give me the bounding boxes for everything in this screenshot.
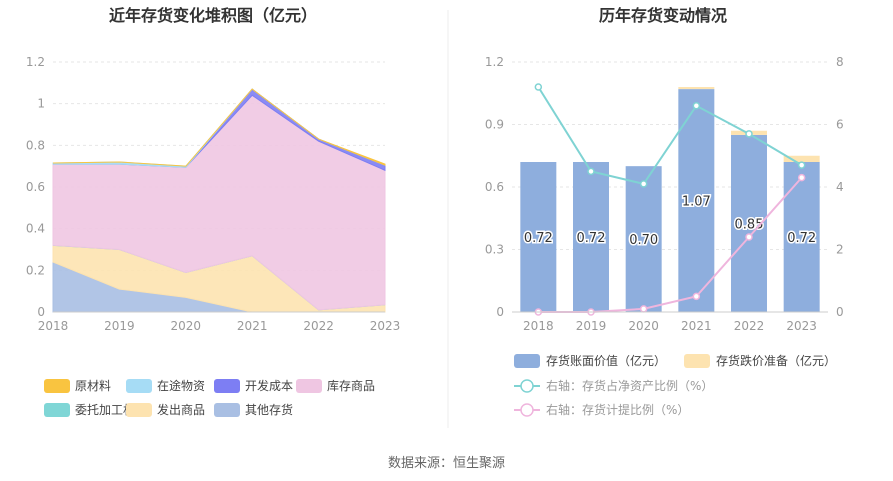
point-provision-ratio <box>639 305 648 313</box>
bar-book-value <box>625 166 662 312</box>
left-legend-label: 库存商品 <box>327 378 375 393</box>
left-legend-label: 发出商品 <box>157 402 205 417</box>
left-x-tick: 2020 <box>171 319 202 333</box>
left-y-tick: 0.8 <box>26 138 45 152</box>
right-x-tick: 2022 <box>734 319 765 333</box>
left-legend-label: 其他存货 <box>245 402 293 417</box>
right-y2-tick: 4 <box>836 180 844 194</box>
left-y-tick: 0.6 <box>26 180 45 194</box>
line-inventory-ratio <box>537 86 803 186</box>
right-x-tick: 2021 <box>681 319 712 333</box>
point-inventory-ratio <box>797 161 806 169</box>
right-legend-label: 右轴：存货占净资产比例（%） <box>546 378 713 393</box>
right-y2-tick: 0 <box>836 305 844 319</box>
right-chart-title: 历年存货变动情况 <box>599 6 727 25</box>
bar-book-value <box>678 89 715 312</box>
right-y-tick: 0.3 <box>485 243 504 257</box>
left-legend-swatch <box>44 403 70 417</box>
left-y-tick: 1.2 <box>26 55 45 69</box>
point-inventory-ratio <box>639 180 648 188</box>
left-x-tick: 2023 <box>370 319 401 333</box>
left-y-tick: 0.4 <box>26 222 45 236</box>
point-provision-ratio <box>745 233 753 241</box>
right-y-tick: 0.9 <box>485 118 504 132</box>
right-y-tick: 0.6 <box>485 180 504 194</box>
right-x-tick: 2023 <box>786 319 817 333</box>
right-bar-series: 0.72 0.72 0.701.070.850.72 <box>520 87 820 312</box>
point-provision-ratio <box>692 292 701 301</box>
left-chart-title: 近年存货变化堆积图（亿元） <box>109 6 317 25</box>
bar-data-label: 1.07 <box>682 195 711 210</box>
left-y-tick: 1 <box>37 97 45 111</box>
area-series-原材料 <box>52 88 386 167</box>
left-legend-swatch <box>214 379 240 393</box>
left-legend-swatch <box>44 379 70 393</box>
right-x-tick: 2020 <box>628 319 659 333</box>
bar-book-value <box>520 162 557 312</box>
left-legend-swatch <box>296 379 322 393</box>
left-x-axis: 2018 2019 2020 2021 2022 2023 <box>38 311 401 333</box>
bar-book-value <box>783 162 820 312</box>
right-legend-label: 存货跌价准备（亿元） <box>716 353 836 368</box>
point-inventory-ratio <box>745 130 753 138</box>
left-legend-swatch <box>214 403 240 417</box>
right-x-tick: 2019 <box>576 319 607 333</box>
bar-impairment <box>678 87 715 90</box>
left-legend-label: 开发成本 <box>245 378 293 393</box>
bar-impairment <box>783 155 820 162</box>
point-inventory-ratio <box>534 83 543 91</box>
bar-book-value <box>573 162 609 312</box>
right-y2-tick: 8 <box>836 55 844 69</box>
left-legend-swatch <box>126 403 152 417</box>
left-legend-label: 在途物资 <box>157 378 205 393</box>
right-y-tick: 1.2 <box>485 55 504 69</box>
left-y-axis: 0 0.2 0.4 0.6 0.8 1 1.2 <box>26 55 45 319</box>
source-label: 数据来源：恒生聚源 <box>387 456 505 471</box>
point-provision-ratio <box>797 173 806 182</box>
right-legend-swatch <box>684 354 710 368</box>
right-grid <box>512 61 828 313</box>
right-y-axis-right: 0 2 4 6 8 <box>836 55 844 319</box>
right-legend-marker <box>520 379 534 393</box>
left-area-series <box>52 88 386 313</box>
right-legend-marker <box>520 403 534 417</box>
point-inventory-ratio <box>587 167 595 176</box>
right-legend-swatch <box>514 354 540 368</box>
left-x-tick: 2018 <box>38 319 69 333</box>
bar-data-label: 0.70 <box>629 233 658 248</box>
right-y2-tick: 2 <box>836 243 844 257</box>
right-x-tick: 2018 <box>523 319 554 333</box>
left-y-tick: 0 <box>37 305 45 319</box>
right-y-tick: 0 <box>496 305 504 319</box>
right-x-axis: 2018 2019 2020 2021 2022 2023 <box>512 311 828 333</box>
right-legend-label: 存货账面价值（亿元） <box>546 353 666 368</box>
left-y-tick: 0.2 <box>26 263 45 277</box>
left-legend-swatch <box>126 379 152 393</box>
bar-data-label: 0.72 <box>524 231 553 246</box>
bar-data-label: 0.72 <box>577 231 606 246</box>
right-legend: 存货账面价值（亿元） 存货跌价准备（亿元）右轴：存货占净资产比例（%） 右轴：存货计… <box>514 353 836 417</box>
left-x-tick: 2019 <box>104 319 135 333</box>
right-y2-tick: 6 <box>836 118 844 132</box>
point-inventory-ratio <box>692 102 701 110</box>
left-x-tick: 2021 <box>237 319 268 333</box>
left-x-tick: 2022 <box>303 319 334 333</box>
left-legend-label: 原材料 <box>75 379 111 393</box>
bar-data-label: 0.72 <box>787 231 816 246</box>
right-y-axis-left: 0 0.3 0.6 0.9 1.2 <box>485 55 504 319</box>
right-legend-label: 右轴：存货计提比例（%） <box>546 402 689 417</box>
